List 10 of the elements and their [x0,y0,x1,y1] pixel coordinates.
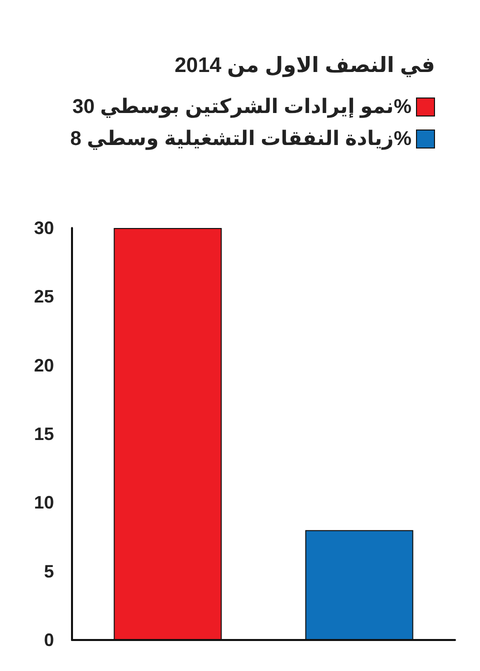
y-tick-label: 5 [44,561,54,582]
legend-label: زيادة النفقات التشغيلية وسطي 8% [70,128,412,150]
chart-title: في النصف الاول من 2014 [174,54,436,78]
y-tick-label: 20 [34,355,54,376]
y-tick-label: 0 [44,630,54,650]
y-tick-label: 15 [34,424,54,444]
y-tick-label: 25 [34,286,54,307]
y-tick-label: 10 [34,492,54,513]
y-tick-label: 30 [34,218,54,238]
legend-label: نمو إيرادات الشركتين بوسطي 30% [72,96,412,118]
